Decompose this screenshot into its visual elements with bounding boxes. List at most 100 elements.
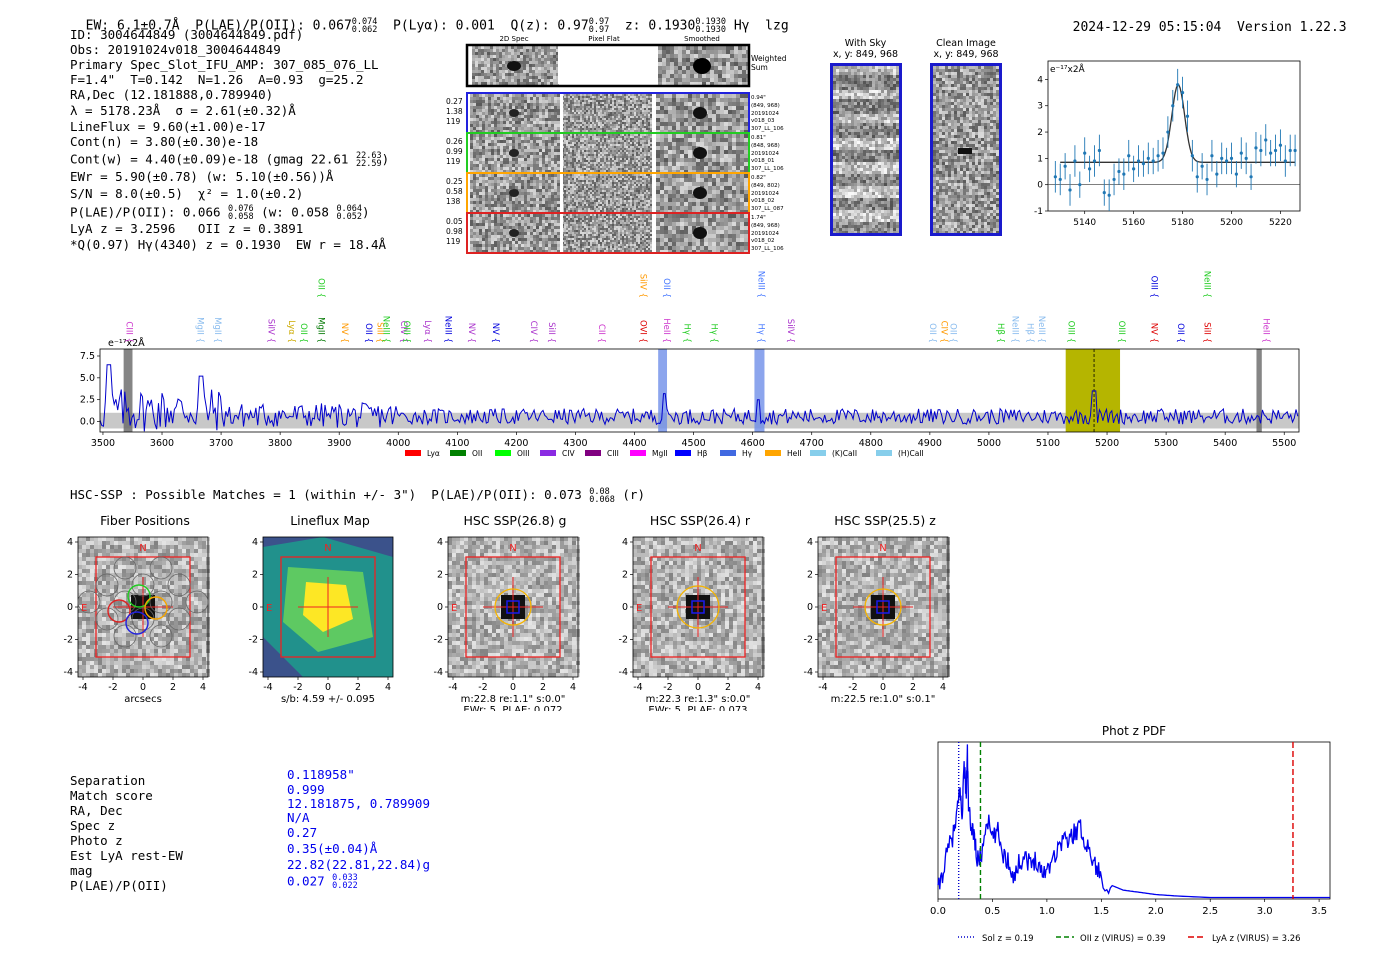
row-2d-pixel bbox=[500, 195, 503, 198]
row-flat-pixel bbox=[604, 184, 606, 186]
row-flat-pixel bbox=[598, 116, 600, 118]
row-flat-pixel bbox=[622, 108, 624, 110]
sum-2d-pixel bbox=[505, 49, 508, 52]
row-2d-pixel bbox=[488, 170, 491, 173]
row-flat-pixel bbox=[628, 126, 630, 128]
row-smooth-pixel bbox=[692, 174, 696, 178]
row-2d-pixel bbox=[536, 146, 539, 149]
row-flat-pixel bbox=[630, 156, 632, 158]
row-flat-pixel bbox=[564, 140, 566, 142]
sum-smooth-pixel bbox=[738, 74, 742, 78]
row-flat-pixel bbox=[618, 100, 620, 102]
row-2d-pixel bbox=[506, 109, 509, 112]
row-flat-pixel bbox=[600, 110, 602, 112]
row-flat-pixel bbox=[570, 112, 572, 114]
row-flat-pixel bbox=[608, 178, 610, 180]
row-2d-pixel bbox=[545, 204, 548, 207]
row-flat-pixel bbox=[644, 152, 646, 154]
row-flat-pixel bbox=[564, 194, 566, 196]
row-flat-pixel bbox=[570, 146, 572, 148]
row-2d-pixel bbox=[527, 127, 530, 130]
row-smooth-pixel bbox=[672, 154, 676, 158]
row-2d-pixel bbox=[506, 134, 509, 137]
row-2d-pixel bbox=[539, 174, 542, 177]
row-flat-pixel bbox=[568, 198, 570, 200]
row-flat-pixel bbox=[646, 170, 648, 172]
row-flat-pixel bbox=[602, 166, 604, 168]
row-flat-pixel bbox=[606, 178, 608, 180]
row-flat-pixel bbox=[564, 108, 566, 110]
header-q: Q(z): 0.97 bbox=[510, 18, 589, 34]
row-flat-pixel bbox=[606, 100, 608, 102]
row-2d-pixel bbox=[497, 201, 500, 204]
row-smooth-pixel bbox=[744, 102, 748, 106]
row-smooth-pixel bbox=[736, 186, 740, 190]
row-flat-pixel bbox=[648, 138, 650, 140]
row-smooth-pixel bbox=[684, 146, 688, 150]
row-flat-pixel bbox=[624, 126, 626, 128]
row-flat-pixel bbox=[564, 142, 566, 144]
row-2d-pixel bbox=[551, 124, 554, 127]
row-flat-pixel bbox=[638, 188, 640, 190]
row-flat-pixel bbox=[566, 106, 568, 108]
row-flat-pixel bbox=[568, 102, 570, 104]
row-2d-pixel bbox=[488, 100, 491, 103]
row-flat-pixel bbox=[570, 100, 572, 102]
row-2d-pixel bbox=[551, 149, 554, 152]
row-flat-pixel bbox=[638, 192, 640, 194]
row-flat-pixel bbox=[594, 108, 596, 110]
row-2d-pixel bbox=[485, 174, 488, 177]
row-2d-pixel bbox=[479, 146, 482, 149]
row-2d-pixel bbox=[482, 180, 485, 183]
row-flat-pixel bbox=[566, 184, 568, 186]
row-smooth-pixel bbox=[660, 154, 664, 158]
row-flat-pixel bbox=[618, 110, 620, 112]
row-smooth-pixel bbox=[712, 118, 716, 122]
row-flat-pixel bbox=[640, 128, 642, 130]
sum-smooth-pixel bbox=[670, 62, 674, 66]
row-2d-pixel bbox=[470, 180, 473, 183]
row-flat-pixel bbox=[628, 182, 630, 184]
row-2d-pixel bbox=[509, 210, 512, 213]
row-2d-pixel bbox=[494, 106, 497, 109]
row-flat-pixel bbox=[630, 170, 632, 172]
row-flat-pixel bbox=[588, 164, 590, 166]
row-flat-pixel bbox=[592, 156, 594, 158]
row-flat-pixel bbox=[626, 136, 628, 138]
row-2d-pixel bbox=[542, 112, 545, 115]
row-flat-pixel bbox=[568, 150, 570, 152]
row-flat-pixel bbox=[588, 128, 590, 130]
row-smooth-pixel bbox=[708, 110, 712, 114]
row-flat-pixel bbox=[630, 150, 632, 152]
row-2d-pixel bbox=[536, 137, 539, 140]
row-2d-pixel bbox=[527, 140, 530, 143]
sum-2d-pixel bbox=[511, 49, 514, 52]
row-flat-pixel bbox=[578, 110, 580, 112]
row-2d-pixel bbox=[536, 121, 539, 124]
row-flat-pixel bbox=[630, 114, 632, 116]
row-flat-pixel bbox=[642, 196, 644, 198]
row-flat-pixel bbox=[626, 204, 628, 206]
row-flat-pixel bbox=[636, 136, 638, 138]
row-flat-pixel bbox=[604, 142, 606, 144]
row-flat-pixel bbox=[602, 170, 604, 172]
row-flat-pixel bbox=[630, 146, 632, 148]
row-flat-pixel bbox=[612, 208, 614, 210]
row-2d-pixel bbox=[524, 201, 527, 204]
sum-2d-pixel bbox=[508, 58, 511, 61]
row-flat-pixel bbox=[646, 106, 648, 108]
row-flat-pixel bbox=[618, 144, 620, 146]
sum-2d-pixel bbox=[478, 52, 481, 55]
row-2d-pixel bbox=[530, 115, 533, 118]
row-flat-pixel bbox=[588, 144, 590, 146]
row-flat-pixel bbox=[622, 128, 624, 130]
row-flat-pixel bbox=[628, 180, 630, 182]
row-flat-pixel bbox=[580, 188, 582, 190]
row-flat-pixel bbox=[648, 192, 650, 194]
sum-smooth-pixel bbox=[722, 46, 726, 50]
row-2d-pixel bbox=[524, 112, 527, 115]
row-flat-pixel bbox=[604, 122, 606, 124]
row-flat-pixel bbox=[574, 176, 576, 178]
row-flat-pixel bbox=[634, 112, 636, 114]
sum-2d-pixel bbox=[514, 46, 517, 49]
